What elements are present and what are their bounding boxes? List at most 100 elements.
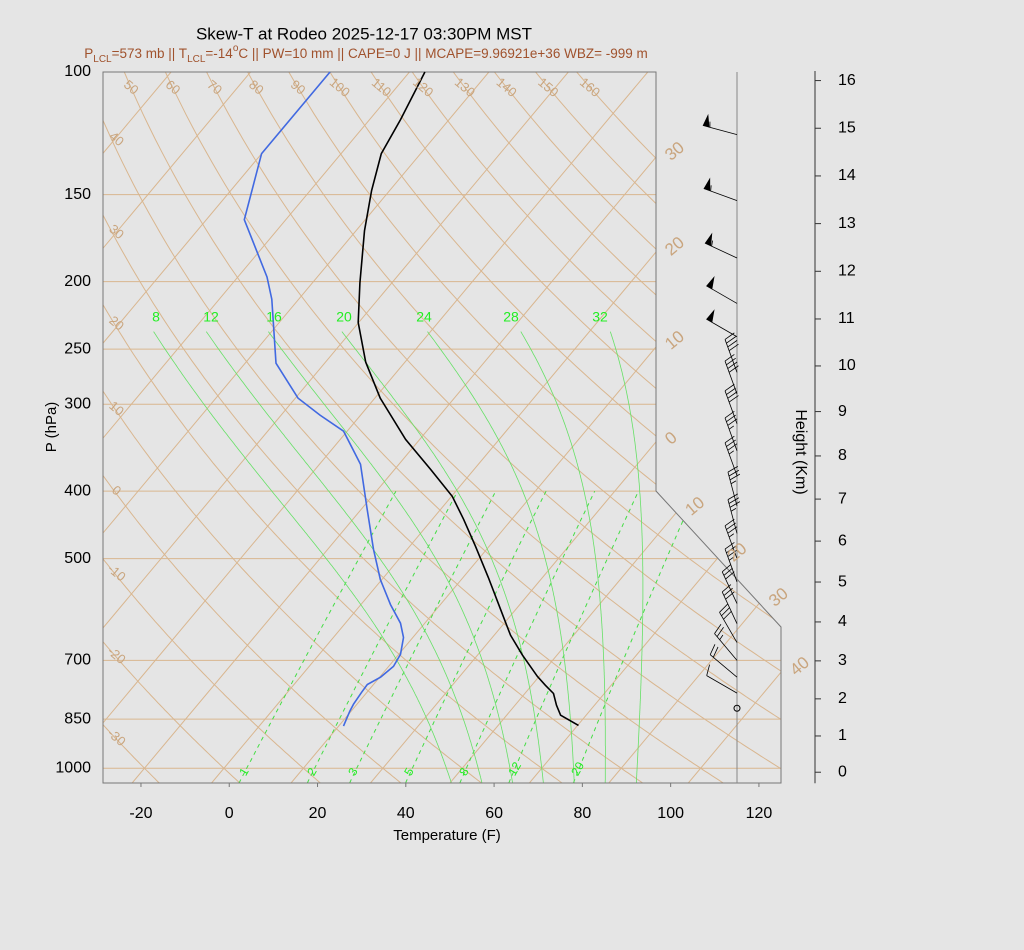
x-tick-label: -20 bbox=[129, 805, 152, 822]
y2-tick-label: 15 bbox=[838, 119, 856, 136]
dry-adiabat bbox=[103, 72, 482, 783]
dewpoint-line bbox=[243, 71, 405, 727]
isotherm-label: 0 bbox=[661, 428, 680, 449]
mixing-ratio-label: 3 bbox=[345, 765, 361, 778]
y2-tick-label: 14 bbox=[838, 167, 856, 184]
mixing-ratio-line bbox=[405, 490, 547, 783]
y-tick-label: 400 bbox=[64, 482, 91, 499]
x-tick-label: 60 bbox=[485, 805, 503, 822]
plot-frame bbox=[102, 71, 782, 784]
dry-adiabat-label: 160 bbox=[577, 74, 603, 99]
dry-adiabat bbox=[370, 72, 781, 783]
y-tick-label: 200 bbox=[64, 273, 91, 290]
x-tick-label: 100 bbox=[657, 805, 684, 822]
dry-adiabat-label: 30 bbox=[106, 221, 127, 242]
y2-tick-label: 5 bbox=[838, 573, 847, 590]
y2-tick-label: 0 bbox=[838, 763, 847, 780]
isotherm bbox=[103, 72, 649, 783]
isotherm bbox=[529, 72, 781, 783]
y-tick-label: 250 bbox=[64, 340, 91, 357]
wind-barb bbox=[706, 664, 738, 694]
isotherm bbox=[103, 72, 410, 783]
chart-title: Skew-T at Rodeo 2025-12-17 03:30PM MST bbox=[196, 24, 532, 43]
x-tick-label: 80 bbox=[573, 805, 591, 822]
isotherm-label: 30 bbox=[661, 138, 688, 165]
moist-adiabat bbox=[268, 331, 513, 783]
y2-tick-label: 13 bbox=[838, 215, 856, 232]
wind-calm bbox=[733, 704, 741, 712]
wind-barb bbox=[724, 411, 738, 451]
dry-adiabat bbox=[103, 72, 724, 783]
y2-tick-label: 1 bbox=[838, 727, 847, 744]
wind-barb bbox=[724, 332, 739, 373]
wind-barb bbox=[719, 603, 738, 643]
x-tick-label: 120 bbox=[746, 805, 773, 822]
dry-adiabat bbox=[411, 72, 781, 783]
isotherm bbox=[103, 72, 331, 783]
isotherm bbox=[103, 72, 490, 783]
moist-adiabat-label: 24 bbox=[416, 309, 432, 325]
y2-tick-label: 6 bbox=[838, 532, 847, 549]
moist-adiabat bbox=[609, 331, 644, 783]
wind-barb bbox=[702, 113, 738, 135]
moist-adiabat-label: 28 bbox=[503, 309, 519, 325]
mixing-ratio-label: 5 bbox=[401, 765, 417, 778]
y-tick-label: 1000 bbox=[55, 759, 91, 776]
wind-barb bbox=[704, 232, 738, 259]
subtitle-part: o bbox=[233, 43, 239, 54]
wind-barb bbox=[724, 435, 738, 476]
mixing-ratio-label: 12 bbox=[505, 759, 524, 778]
isotherm-label: 30 bbox=[765, 584, 792, 611]
y2-tick-label: 7 bbox=[838, 490, 847, 507]
dry-adiabat-label: -30 bbox=[105, 725, 129, 749]
dry-adiabat-label: 80 bbox=[246, 77, 267, 98]
dry-adiabat bbox=[123, 72, 781, 783]
wind-barb bbox=[721, 564, 738, 604]
moist-adiabat bbox=[205, 331, 483, 783]
y2-tick-label: 3 bbox=[838, 652, 847, 669]
wind-barb bbox=[727, 493, 741, 534]
dry-adiabat bbox=[103, 72, 402, 783]
dry-adiabat-label: 50 bbox=[121, 77, 142, 98]
dry-adiabat bbox=[206, 72, 781, 783]
plot-foreground bbox=[243, 71, 741, 727]
dry-adiabat-label: 100 bbox=[327, 74, 353, 99]
isotherm bbox=[103, 72, 569, 783]
dry-adiabat bbox=[103, 72, 321, 783]
dry-adiabat bbox=[103, 72, 160, 783]
subtitle-part: =573 mb || T bbox=[112, 46, 187, 61]
wind-barb bbox=[714, 623, 738, 661]
moist-adiabat bbox=[520, 331, 606, 783]
wind-barb bbox=[727, 466, 741, 507]
isotherm-label: 20 bbox=[724, 539, 751, 566]
dry-adiabat bbox=[164, 72, 781, 783]
subtitle-part: LCL bbox=[93, 54, 112, 65]
mixing-ratio-line bbox=[572, 490, 697, 783]
dry-adiabat-label: 150 bbox=[535, 74, 561, 99]
isotherm bbox=[103, 72, 172, 783]
moist-adiabat bbox=[153, 331, 452, 783]
isotherm-label: 10 bbox=[681, 493, 708, 520]
isotherm bbox=[687, 72, 781, 783]
wind-barb bbox=[706, 276, 738, 304]
dry-adiabat-label: 110 bbox=[369, 75, 395, 100]
dry-adiabat bbox=[247, 72, 781, 783]
y2-tick-label: 11 bbox=[838, 310, 855, 327]
wind-barb bbox=[709, 644, 738, 678]
y2-tick-label: 10 bbox=[838, 357, 856, 374]
wind-barb bbox=[724, 542, 738, 583]
moist-adiabat-label: 32 bbox=[592, 309, 608, 325]
dry-adiabat bbox=[494, 72, 781, 783]
isotherm-label: 40 bbox=[786, 653, 813, 680]
y-axis-label: P (hPa) bbox=[43, 402, 60, 453]
dry-adiabat-label: 0 bbox=[109, 482, 124, 498]
wind-barb bbox=[724, 518, 738, 559]
subtitle-part: =-14 bbox=[205, 46, 233, 61]
wind-barb bbox=[724, 354, 739, 395]
moist-adiabat-label: 12 bbox=[203, 309, 219, 325]
dry-adiabat-label: 140 bbox=[494, 74, 520, 99]
moist-adiabat bbox=[427, 331, 575, 783]
dry-adiabat-label: 90 bbox=[288, 77, 309, 98]
dry-adiabat bbox=[329, 72, 781, 783]
